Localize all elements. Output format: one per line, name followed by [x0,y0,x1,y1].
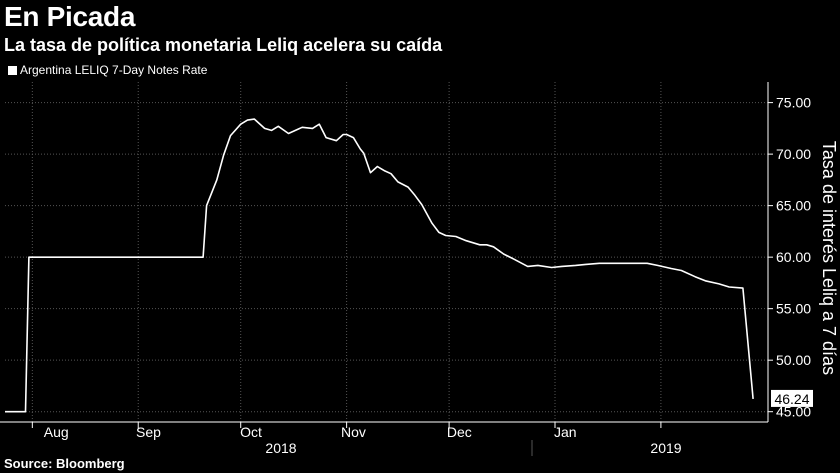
y-tick-label: 45.00 [776,404,811,420]
series-line [5,118,754,413]
legend-label: Argentina LELIQ 7-Day Notes Rate [20,63,208,77]
year-label: 2018 [265,440,296,456]
year-label: 2019 [650,440,681,456]
x-tick-label: Dec [447,424,472,440]
x-tick-label: Sep [136,424,161,440]
source-note: Source: Bloomberg [4,456,125,471]
y-tick-label: 70.00 [776,146,811,162]
legend-swatch [8,65,17,75]
y-tick-label: 65.00 [776,198,811,214]
x-tick-label: Nov [341,424,366,440]
y-tick-label: 75.00 [776,95,811,111]
x-tick-label: Aug [44,424,69,440]
chart-title: En Picada [4,1,136,32]
y-axis-title: Tasa de interés Leliq a 7 días [819,141,839,375]
chart-subtitle: La tasa de política monetaria Leliq acel… [4,35,443,55]
x-tick-label: Jan [554,424,577,440]
x-tick-label: Oct [240,424,262,440]
last-value-badge [771,389,813,407]
y-tick-label: 55.00 [776,301,811,317]
legend: Argentina LELIQ 7-Day Notes Rate [8,63,207,77]
last-value-label: 46.24 [774,391,809,407]
y-tick-label: 50.00 [776,352,811,368]
y-tick-label: 60.00 [776,249,811,265]
